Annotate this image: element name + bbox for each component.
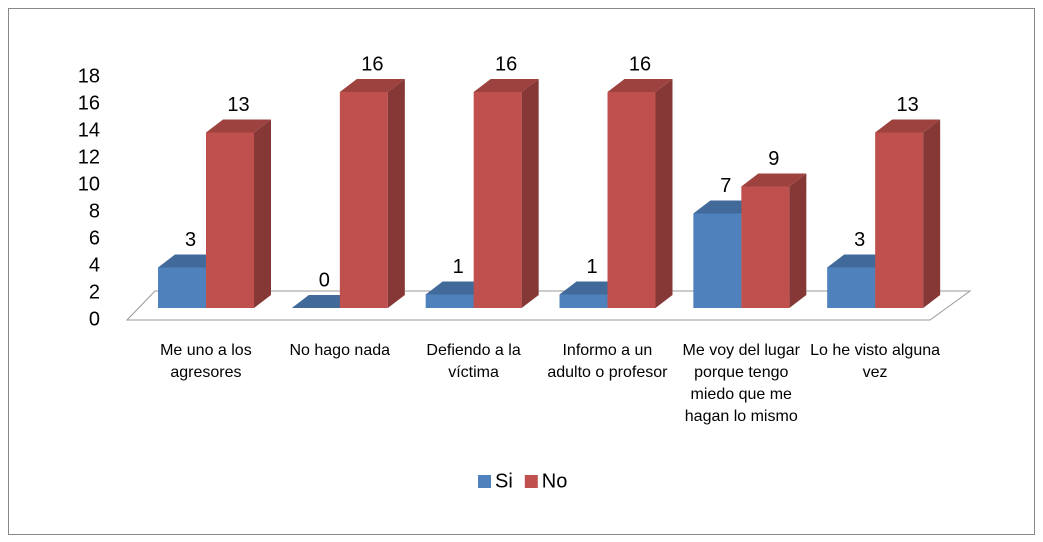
bar-side bbox=[923, 119, 941, 308]
x-tick-label: Defiendo a la víctima bbox=[426, 342, 521, 381]
value-label: 13 bbox=[227, 94, 249, 116]
bar-side bbox=[521, 79, 539, 308]
chart-border bbox=[8, 8, 1035, 535]
value-label: 9 bbox=[768, 148, 779, 170]
y-tick-label: 2 bbox=[89, 281, 100, 303]
value-label: 3 bbox=[185, 229, 196, 251]
legend-swatch bbox=[478, 475, 491, 488]
value-label: 3 bbox=[854, 229, 865, 251]
y-tick-label: 14 bbox=[78, 119, 100, 141]
y-tick-label: 18 bbox=[78, 65, 100, 87]
y-tick-label: 10 bbox=[78, 173, 100, 195]
value-label: 7 bbox=[720, 175, 731, 197]
bar-side bbox=[789, 173, 807, 308]
bar-top bbox=[206, 119, 271, 133]
y-tick-label: 6 bbox=[89, 227, 100, 249]
bar bbox=[875, 132, 924, 308]
floor bbox=[125, 290, 972, 321]
bar-top bbox=[607, 79, 673, 92]
bar bbox=[339, 92, 388, 308]
value-label: 0 bbox=[319, 269, 330, 291]
bar-side bbox=[254, 119, 271, 308]
y-tick-label: 16 bbox=[78, 92, 100, 114]
bar bbox=[425, 294, 474, 308]
x-tick-label: No hago nada bbox=[289, 342, 391, 359]
x-tick-label: Me uno a los agresores bbox=[160, 342, 252, 381]
y-tick-label: 0 bbox=[89, 308, 100, 330]
x-tick-label: Informo a un adulto o profesor bbox=[547, 342, 668, 381]
bar-top bbox=[473, 79, 539, 92]
y-tick-label: 4 bbox=[89, 254, 100, 276]
bar-top bbox=[875, 119, 941, 133]
bar-side bbox=[655, 79, 673, 308]
value-label: 16 bbox=[361, 53, 383, 75]
bar bbox=[559, 294, 608, 308]
legend-swatch bbox=[524, 475, 538, 488]
y-tick-label: 8 bbox=[89, 200, 100, 222]
value-label: 13 bbox=[897, 94, 919, 116]
value-label: 1 bbox=[586, 256, 597, 278]
bar-side bbox=[387, 79, 405, 308]
bar bbox=[741, 186, 790, 308]
y-tick-label: 12 bbox=[78, 146, 100, 168]
x-tick-label: Me voy del lugar porque tengo miedo que … bbox=[682, 342, 800, 425]
bar bbox=[693, 213, 742, 308]
bar bbox=[607, 92, 656, 308]
bar-top bbox=[339, 79, 405, 92]
legend-label: Si bbox=[495, 470, 513, 492]
bar bbox=[827, 267, 876, 308]
value-label: 16 bbox=[629, 53, 651, 75]
bar-top bbox=[741, 173, 807, 187]
bar bbox=[473, 92, 522, 308]
bar bbox=[158, 267, 206, 308]
bar bbox=[206, 132, 254, 308]
value-label: 16 bbox=[495, 53, 517, 75]
legend-label: No bbox=[542, 470, 568, 492]
x-tick-label: Lo he visto alguna vez bbox=[810, 342, 941, 381]
value-label: 1 bbox=[453, 256, 464, 278]
